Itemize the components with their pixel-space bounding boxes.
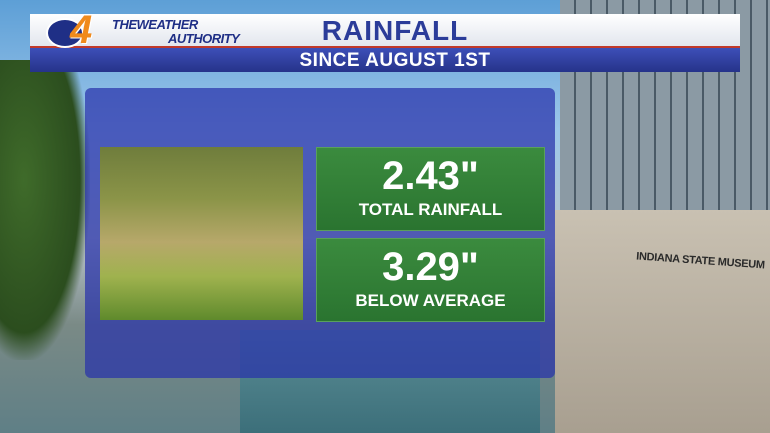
grass-photo [100,147,303,320]
logo-number: 4 [70,8,93,52]
stat-label: TOTAL RAINFALL [358,200,503,219]
stat-box: 2.43" TOTAL RAINFALL [316,147,545,231]
brand-text: AUTHORITY [168,31,240,46]
stat-box: 3.29" BELOW AVERAGE [316,238,545,322]
stat-value: 3.29" [382,245,479,289]
stat-label: BELOW AVERAGE [355,291,506,310]
stat-value: 2.43" [382,154,479,198]
subtitle: SINCE AUGUST 1ST [299,50,491,71]
tree [0,60,90,360]
header-bar [30,14,740,48]
brand-text: THEWEATHER [112,17,198,32]
subtitle-bar [30,48,740,72]
title: RAINFALL [321,15,469,46]
logo-eye [46,18,84,48]
museum-wall [555,210,770,433]
